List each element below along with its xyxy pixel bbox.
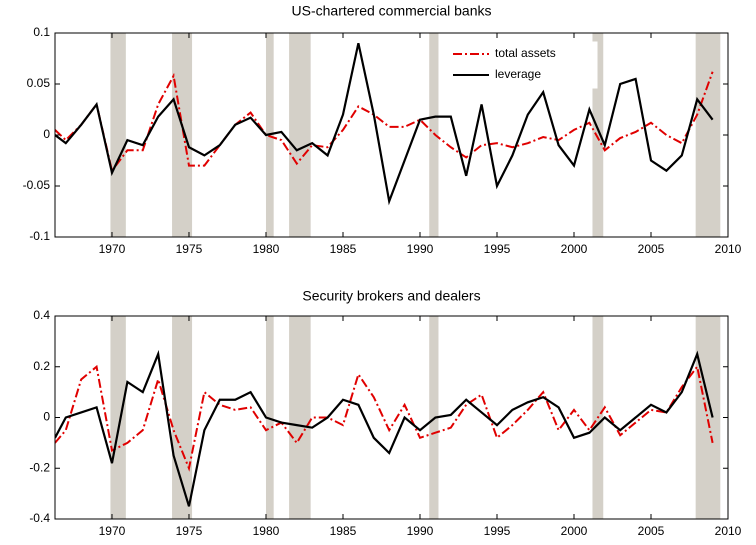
chart-title: US-chartered commercial banks: [292, 3, 492, 19]
shaded-period: [265, 316, 274, 519]
legend-label: total assets: [495, 46, 556, 60]
data-line: [55, 71, 714, 174]
plot-area: [55, 33, 721, 237]
x-tick-label: 1975: [176, 242, 203, 256]
y-tick-label: -0.1: [29, 229, 50, 243]
x-tick-label: 1985: [330, 242, 357, 256]
x-tick-label: 2010: [715, 242, 742, 256]
x-tick-label: 2005: [638, 524, 665, 538]
x-tick-label: 1985: [330, 524, 357, 538]
plot-area: [55, 316, 721, 519]
data-line: [55, 364, 714, 472]
y-tick-label: -0.05: [23, 178, 51, 192]
x-tick-label: 1995: [484, 524, 511, 538]
shaded-period: [110, 33, 126, 237]
legend-label: leverage: [495, 67, 541, 81]
y-tick-label: 0.2: [33, 359, 50, 373]
x-tick-label: 1990: [407, 242, 434, 256]
chart-title: Security brokers and dealers: [302, 288, 480, 304]
x-tick-label: 2000: [561, 524, 588, 538]
data-line: [55, 42, 714, 206]
y-tick-label: 0.05: [27, 76, 51, 90]
x-tick-label: 1970: [99, 524, 126, 538]
shaded-period: [172, 316, 193, 519]
x-tick-label: 1990: [407, 524, 434, 538]
y-tick-label: 0.4: [33, 308, 50, 322]
x-tick-label: 1975: [176, 524, 203, 538]
shaded-period: [172, 33, 193, 237]
shaded-period: [110, 316, 126, 519]
x-tick-label: 1980: [253, 524, 280, 538]
shaded-period: [289, 316, 311, 519]
y-tick-label: 0: [43, 127, 50, 141]
y-tick-label: -0.2: [29, 460, 50, 474]
axes-frame: [54, 315, 729, 520]
x-tick-label: 1995: [484, 242, 511, 256]
shaded-period: [695, 316, 721, 519]
y-tick-label: -0.4: [29, 511, 50, 525]
legend-box: [446, 41, 598, 89]
data-line: [55, 349, 714, 507]
x-tick-label: 1980: [253, 242, 280, 256]
x-tick-label: 2005: [638, 242, 665, 256]
x-tick-label: 2000: [561, 242, 588, 256]
shaded-period: [695, 33, 721, 237]
shaded-period: [429, 33, 439, 237]
x-tick-label: 1970: [99, 242, 126, 256]
y-tick-label: 0: [43, 410, 50, 424]
x-tick-label: 2010: [715, 524, 742, 538]
shaded-period: [592, 33, 604, 237]
y-tick-label: 0.1: [33, 25, 50, 39]
shaded-period: [289, 33, 311, 237]
